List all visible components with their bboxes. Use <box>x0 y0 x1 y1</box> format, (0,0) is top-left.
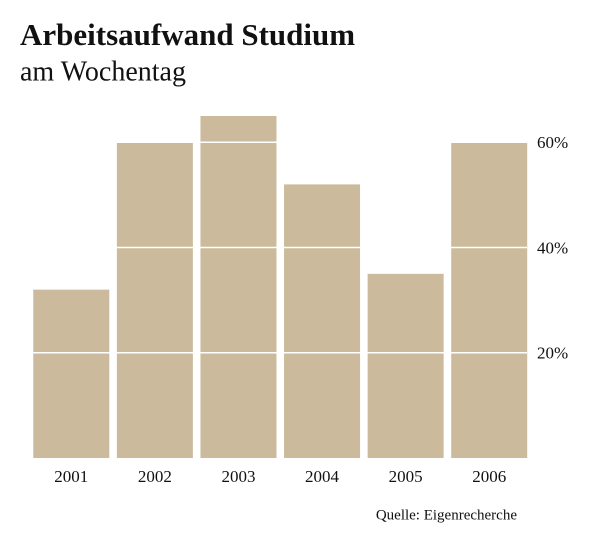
bar <box>200 116 277 458</box>
bar <box>367 273 444 458</box>
bar <box>451 142 528 459</box>
source: Quelle: Eigenrecherche <box>376 507 518 523</box>
bar <box>33 289 110 458</box>
x-tick-label: 2004 <box>305 467 340 486</box>
x-tick-label: 2003 <box>221 467 255 486</box>
y-tick-label: 40% <box>537 238 568 257</box>
bar <box>116 142 193 459</box>
y-tick-label: 60% <box>537 133 568 152</box>
chart-title: Arbeitsaufwand Studium <box>20 17 355 52</box>
x-tick-label: 2005 <box>389 467 423 486</box>
x-tick-label: 2001 <box>54 467 88 486</box>
x-tick-label: 2002 <box>138 467 172 486</box>
chart-subtitle: am Wochentag <box>20 56 186 87</box>
y-tick-label: 20% <box>537 344 568 363</box>
x-tick-label: 2006 <box>472 467 506 486</box>
bar <box>284 184 361 458</box>
